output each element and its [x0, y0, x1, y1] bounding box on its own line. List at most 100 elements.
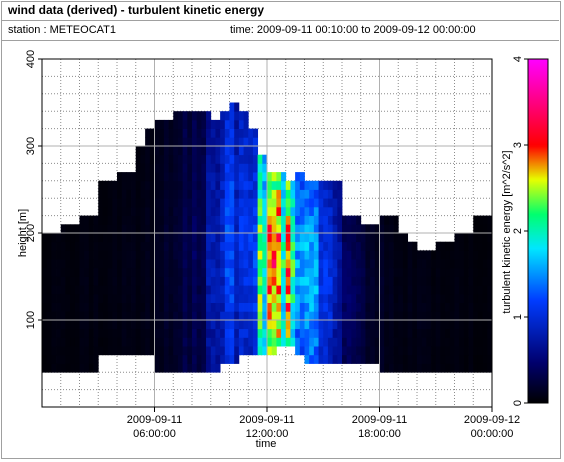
heatmap-cell — [468, 337, 474, 347]
heatmap-cell — [98, 311, 104, 321]
heatmap-cell — [393, 293, 399, 303]
heatmap-cell — [384, 241, 390, 251]
heatmap-cell — [107, 250, 113, 260]
heatmap-cell — [360, 267, 366, 277]
heatmap-cell — [154, 146, 160, 156]
heatmap-cell — [229, 285, 235, 295]
heatmap-cell — [173, 137, 179, 147]
heatmap-cell — [290, 233, 296, 243]
heatmap-cell — [107, 206, 113, 216]
heatmap-cell — [84, 311, 90, 321]
heatmap-cell — [98, 198, 104, 208]
heatmap-cell — [187, 172, 193, 182]
heatmap-cell — [187, 311, 193, 321]
heatmap-cell — [384, 320, 390, 330]
heatmap-cell — [154, 163, 160, 173]
heatmap-cell — [248, 346, 254, 356]
heatmap-cell — [154, 250, 160, 260]
colorbar-segment — [528, 61, 548, 64]
heatmap-cell — [332, 250, 338, 260]
heatmap-cell — [163, 302, 169, 312]
heatmap-cell — [102, 189, 109, 199]
heatmap-cell — [177, 320, 184, 330]
heatmap-cell — [384, 259, 390, 269]
heatmap-cell — [435, 328, 441, 338]
heatmap-cell — [299, 267, 305, 277]
heatmap-cell — [98, 302, 104, 312]
heatmap-cell — [84, 285, 90, 295]
heatmap-cell — [201, 328, 207, 338]
heatmap-cell — [224, 128, 230, 138]
heatmap-cell — [243, 311, 249, 321]
heatmap-cell — [421, 302, 427, 312]
colorbar-segment — [528, 97, 548, 100]
heatmap-cell — [360, 250, 366, 260]
heatmap-cell — [117, 180, 123, 190]
heatmap-cell — [88, 241, 94, 251]
heatmap-cell — [168, 354, 174, 364]
heatmap-cell — [234, 346, 240, 356]
heatmap-cell — [117, 293, 123, 303]
heatmap-cell — [70, 285, 76, 295]
heatmap-cell — [210, 233, 216, 243]
heatmap-cell — [323, 215, 329, 225]
heatmap-cell — [196, 215, 202, 225]
heatmap-cell — [435, 293, 441, 303]
colorbar-segment — [528, 89, 548, 92]
heatmap-cell — [248, 189, 254, 199]
heatmap-cell — [398, 354, 404, 364]
colorbar-segment — [528, 165, 548, 168]
heatmap-cell — [88, 363, 94, 373]
colorbar-tick-label: 4 — [512, 56, 524, 62]
heatmap-cell — [154, 285, 160, 295]
heatmap-cell — [224, 172, 230, 182]
heatmap-cell — [384, 354, 390, 364]
heatmap-cell — [88, 293, 94, 303]
colorbar-segment — [528, 169, 548, 172]
heatmap-cell — [192, 180, 198, 190]
heatmap-cell — [238, 285, 244, 295]
heatmap-cell — [356, 267, 362, 277]
heatmap-cell — [304, 189, 310, 199]
heatmap-cell — [332, 285, 338, 295]
heatmap-cell — [182, 337, 188, 347]
heatmap-cell — [121, 302, 127, 312]
heatmap-cell — [370, 328, 376, 338]
heatmap-cell — [215, 137, 221, 147]
heatmap-cell — [440, 328, 446, 338]
heatmap-cell — [163, 206, 169, 216]
colorbar-segment — [528, 115, 548, 118]
heatmap-cell — [487, 354, 492, 364]
colorbar-segment — [528, 275, 548, 278]
heatmap-cell — [135, 241, 141, 251]
heatmap-cell — [374, 241, 380, 251]
heatmap-cell — [215, 172, 221, 182]
heatmap-cell — [295, 224, 301, 234]
heatmap-cell — [192, 215, 198, 225]
heatmap-cell — [192, 128, 198, 138]
heatmap-cell — [88, 224, 94, 234]
heatmap-cell — [327, 180, 334, 190]
heatmap-cell — [88, 311, 94, 321]
heatmap-cell — [412, 250, 418, 260]
heatmap-cell — [126, 302, 132, 312]
heatmap-cell — [60, 293, 66, 303]
heatmap-cell — [126, 206, 132, 216]
colorbar-segment — [528, 91, 548, 94]
heatmap-cell — [84, 302, 90, 312]
heatmap-cell — [117, 276, 123, 286]
heatmap-cell — [117, 206, 123, 216]
colorbar-segment — [528, 109, 548, 112]
heatmap-cell — [187, 224, 193, 234]
heatmap-cell — [238, 302, 244, 312]
heatmap-cell — [163, 137, 169, 147]
heatmap-cell — [463, 337, 469, 347]
heatmap-cell — [210, 172, 216, 182]
heatmap-cell — [220, 189, 226, 199]
x-tick-label: 2009-09-12 — [464, 414, 520, 426]
colorbar-segment — [528, 243, 548, 246]
heatmap-cell — [84, 215, 90, 225]
heatmap-cell — [459, 259, 465, 269]
heatmap-cell — [370, 259, 376, 269]
